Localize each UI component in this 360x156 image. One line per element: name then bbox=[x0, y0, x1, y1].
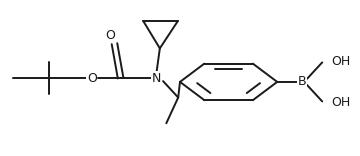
Text: O: O bbox=[87, 71, 97, 85]
Text: O: O bbox=[105, 29, 115, 42]
Text: B: B bbox=[298, 75, 307, 88]
Text: OH: OH bbox=[331, 96, 350, 109]
Text: N: N bbox=[152, 71, 161, 85]
Text: OH: OH bbox=[331, 55, 350, 68]
